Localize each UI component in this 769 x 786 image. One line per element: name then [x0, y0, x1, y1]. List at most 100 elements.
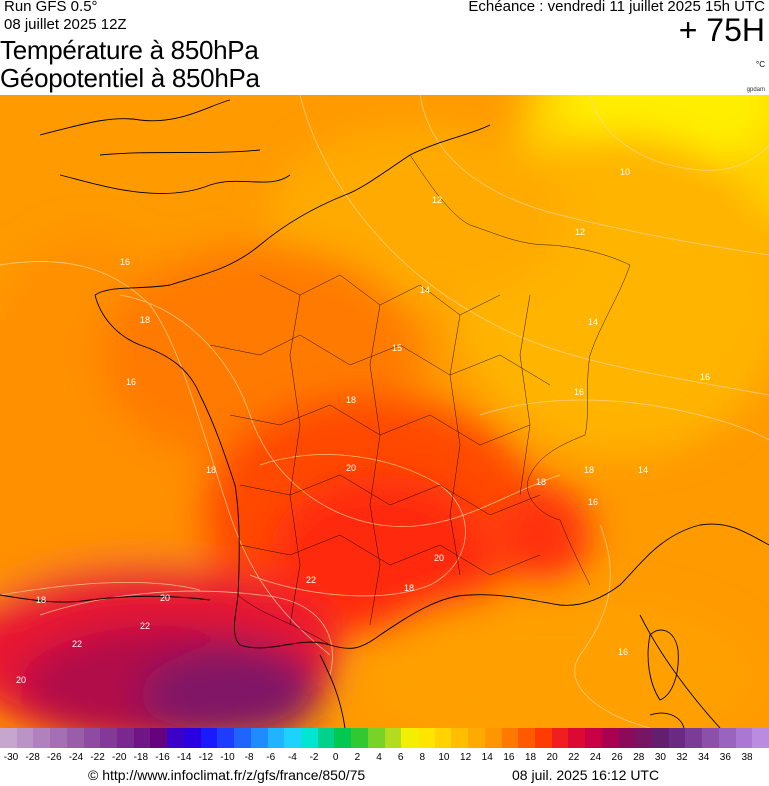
color-swatch: [434, 728, 452, 748]
contour-lines: [0, 95, 769, 728]
isotherm-16-west: [0, 260, 331, 656]
color-swatch: [317, 728, 335, 748]
contour-label: 18: [140, 315, 150, 325]
color-scale-tick: 14: [481, 752, 493, 763]
color-scale-tick: 10: [438, 752, 450, 763]
contour-label: 14: [638, 465, 648, 475]
dept-grid-v4: [519, 294, 531, 496]
color-swatch: [167, 728, 184, 748]
color-scale-tick: -4: [287, 752, 297, 763]
contour-label: 20: [160, 593, 170, 603]
field-med-orange: [360, 595, 760, 728]
color-scale-tick: 8: [419, 752, 426, 763]
color-scale-tick: -2: [309, 752, 319, 763]
color-scale-tick: 30: [654, 752, 666, 763]
color-swatch: [183, 728, 201, 748]
sardinia: [649, 712, 685, 728]
uk-coast: [39, 99, 291, 195]
color-swatch: [217, 728, 235, 748]
color-swatch: [752, 728, 769, 748]
contour-label: 16: [700, 372, 710, 382]
contour-label: 10: [620, 167, 630, 177]
color-swatch: [585, 728, 602, 748]
color-scale-tick: 0: [332, 752, 339, 763]
main-title: Température à 850hPa Géopotentiel à 850h…: [0, 36, 260, 92]
isotherm-14: [299, 95, 769, 396]
color-swatch: [234, 728, 251, 748]
credit-label: gpdam: [746, 87, 765, 93]
footer-url: © http://www.infoclimat.fr/z/gfs/france/…: [88, 767, 366, 783]
dept-grid-v3: [449, 314, 461, 576]
color-scale-tick: 34: [698, 752, 710, 763]
color-scale-tick: -14: [176, 752, 192, 763]
color-scale-ticks: -30 -28 -26 -24 -22 -20 -18 -16 -14 -12 -10 -8 -6 -4-…: [0, 752, 769, 766]
color-scale-tick: 26: [611, 752, 623, 763]
dept-grid-2: [209, 334, 551, 386]
dept-grid-5: [239, 534, 541, 576]
color-swatch: [16, 728, 34, 748]
color-swatch: [735, 728, 753, 748]
color-swatch: [334, 728, 352, 748]
contour-label: 22: [72, 639, 82, 649]
isotherm-22: [39, 590, 333, 676]
color-swatch: [250, 728, 268, 748]
color-scale-tick: -20: [112, 752, 127, 763]
color-swatch: [702, 728, 719, 748]
run-date: 08 juillet 2025 12Z: [4, 16, 127, 33]
color-swatch: [535, 728, 552, 748]
color-scale-tick: -8: [244, 752, 254, 763]
color-swatch: [83, 728, 101, 748]
isotherm-12: [419, 95, 769, 256]
map-svg: 10 12 12 14 14 14 15 16 16 16 16 16 18 1…: [0, 95, 769, 728]
color-swatch: [417, 728, 435, 748]
corsica: [647, 629, 679, 701]
contour-label: 12: [432, 195, 442, 205]
run-title: Run GFS 0.5°: [4, 0, 98, 15]
color-swatch: [618, 728, 636, 748]
color-swatch: [150, 728, 168, 748]
color-scale-tick: 24: [589, 752, 602, 763]
color-scale-tick: -18: [133, 752, 149, 763]
color-swatch: [468, 728, 485, 748]
color-scale-tick: -26: [47, 752, 62, 763]
color-scale-tick: 22: [568, 752, 580, 763]
isotherm-16-east: [479, 399, 769, 441]
contour-label: 16: [126, 377, 136, 387]
color-scale-tick: -28: [25, 752, 40, 763]
isotherm-20-south: [0, 582, 201, 596]
color-scale-tick: 12: [460, 752, 472, 763]
color-swatch: [401, 728, 418, 748]
temperature-field: [0, 95, 769, 728]
color-scale-tick: -12: [198, 752, 214, 763]
isotherm-10: [589, 95, 769, 171]
color-swatch: [66, 728, 84, 748]
temperature-map: 10 12 12 14 14 14 15 16 16 16 16 16 18 1…: [0, 95, 769, 728]
color-scale-tick: -22: [90, 752, 105, 763]
color-swatch: [117, 728, 134, 748]
color-swatch: [384, 728, 402, 748]
contour-label: 15: [392, 343, 402, 353]
color-scale-tick: -30: [3, 752, 19, 763]
color-swatch: [300, 728, 318, 748]
color-scale-tick: 38: [741, 752, 753, 763]
color-scale-tick: -16: [155, 752, 170, 763]
color-swatch: [685, 728, 703, 748]
contour-label: 20: [346, 463, 356, 473]
isotherm-16-med: [574, 524, 651, 728]
color-swatch: [718, 728, 736, 748]
contour-label: 14: [420, 285, 430, 295]
field-north-orange: [270, 125, 570, 305]
contour-label: 18: [584, 465, 594, 475]
isotherm-20: [249, 454, 466, 597]
color-swatch: [33, 728, 51, 748]
contour-label: 18: [36, 595, 46, 605]
color-scale-tick: -24: [68, 752, 84, 763]
color-swatch: [568, 728, 586, 748]
border-belgium: [409, 154, 631, 266]
contour-label: 18: [346, 395, 356, 405]
color-swatch: [100, 728, 118, 748]
color-swatch: [200, 728, 218, 748]
coastlines: [0, 99, 769, 728]
contour-label: 18: [404, 583, 414, 593]
contour-label: 22: [306, 575, 316, 585]
